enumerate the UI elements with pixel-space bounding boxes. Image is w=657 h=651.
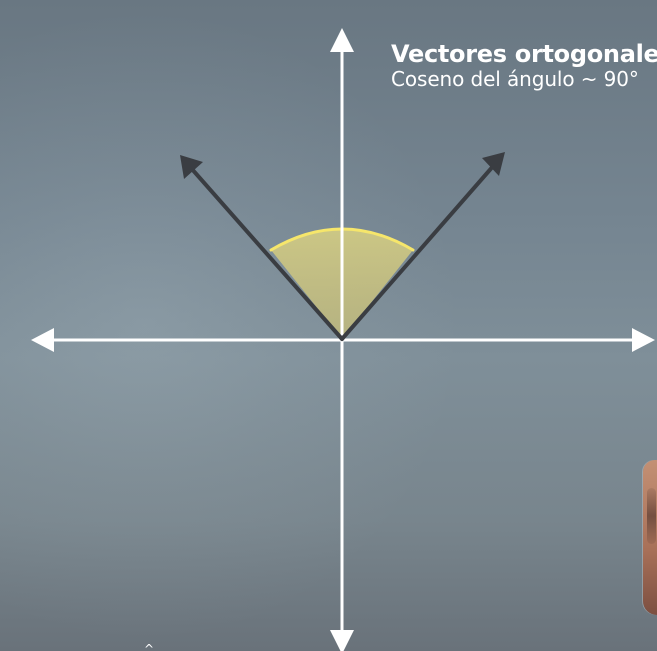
cropped-mark: ^ xyxy=(144,644,155,651)
horizontal-axis-arrow-left xyxy=(31,328,54,352)
vector-right-line xyxy=(340,162,497,341)
diagram-title: Vectores ortogonales xyxy=(391,40,657,68)
vector-left-arrowhead xyxy=(180,155,203,179)
vertical-axis-arrow-top xyxy=(330,28,354,52)
vector-left-line xyxy=(189,166,344,341)
caption-block: Vectores ortogonales Coseno del ángulo ~… xyxy=(391,40,657,91)
vector-right-arrowhead xyxy=(482,152,505,176)
horizontal-axis-arrow-right xyxy=(632,328,655,352)
presenter-tattoo xyxy=(647,488,656,544)
diagram-subtitle: Coseno del ángulo ~ 90° xyxy=(391,67,639,91)
vertical-axis-arrow-bottom xyxy=(330,630,354,651)
